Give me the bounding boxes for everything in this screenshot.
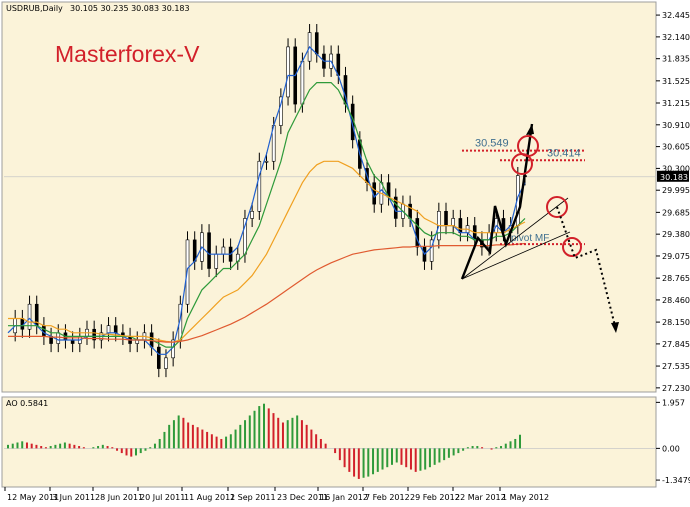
candle-body bbox=[92, 328, 96, 341]
trend-line-lower bbox=[461, 231, 571, 280]
price-axis-label: 27.230 bbox=[662, 384, 690, 393]
current-price-tag bbox=[657, 170, 689, 182]
time-axis-label: 23 Dec 2011 bbox=[277, 493, 328, 502]
time-axis-label: 7 Feb 2012 bbox=[365, 493, 410, 502]
candle-body bbox=[27, 303, 32, 330]
price-axis-label: 28.150 bbox=[662, 318, 690, 327]
ao-indicator-label: AO 0.5841 bbox=[6, 399, 48, 408]
price-axis-label: 28.765 bbox=[662, 274, 690, 283]
time-axis-label: 12 May 2011 bbox=[7, 493, 59, 502]
trend-line-upper bbox=[461, 197, 569, 280]
candle-body bbox=[164, 357, 168, 369]
price-axis-label: 31.215 bbox=[662, 99, 690, 108]
moving-average-line bbox=[8, 160, 526, 343]
brand-watermark: Masterforex-V bbox=[55, 41, 200, 67]
price-axis-label: 29.685 bbox=[662, 208, 690, 217]
forecast-path bbox=[556, 206, 617, 331]
moving-average-line bbox=[8, 242, 526, 343]
oscillator-panel bbox=[1, 396, 657, 488]
price-axis-label: 29.995 bbox=[662, 186, 690, 195]
candle-body bbox=[444, 210, 448, 226]
price-axis-label: 30.605 bbox=[662, 143, 690, 152]
price-axis-label: 29.380 bbox=[662, 230, 690, 239]
price-panel bbox=[1, 1, 657, 393]
candle-body bbox=[314, 32, 319, 55]
candle-body bbox=[300, 60, 305, 105]
time-axis-label: 11 Aug 2011 bbox=[184, 493, 235, 502]
time-axis-label: 16 Jan 2012 bbox=[320, 493, 368, 502]
candle-body bbox=[113, 325, 118, 334]
candle-body bbox=[264, 160, 269, 163]
candle-body bbox=[415, 218, 420, 248]
instrument-label: USDRUB,Daily bbox=[6, 4, 63, 13]
candle-body bbox=[250, 210, 254, 219]
time-axis-label: 1 May 2012 bbox=[502, 493, 549, 502]
candle-body bbox=[286, 46, 290, 98]
wave-arrowhead bbox=[526, 124, 534, 135]
pivot-level-label: pivot MF bbox=[511, 233, 549, 244]
price-axis-label: 27.845 bbox=[662, 340, 690, 349]
ohlc-readout: 30.105 30.235 30.083 30.183 bbox=[70, 4, 190, 13]
candle-body bbox=[221, 246, 226, 255]
time-axis-label: 2 Sep 2011 bbox=[230, 493, 276, 502]
ao-axis-label: 0.00 bbox=[662, 444, 680, 453]
wave-path bbox=[460, 123, 534, 280]
highlight-circle bbox=[562, 237, 582, 257]
current-price-label: 30.183 bbox=[660, 173, 688, 182]
candle-body bbox=[214, 253, 219, 269]
time-axis-label: 28 Jun 2011 bbox=[95, 493, 143, 502]
candle-body bbox=[458, 218, 463, 234]
price-axis-label: 27.535 bbox=[662, 362, 690, 371]
price-axis-label: 31.835 bbox=[662, 55, 690, 64]
candle-body bbox=[106, 325, 111, 334]
candle-body bbox=[156, 346, 161, 369]
time-axis-label: 29 Feb 2012 bbox=[410, 493, 460, 502]
candle-body bbox=[408, 203, 412, 219]
forecast-arrowhead bbox=[611, 322, 619, 333]
price-axis-label: 32.140 bbox=[662, 33, 690, 42]
ao-axis-label: -1.3479 bbox=[662, 476, 690, 485]
price-axis-label: 28.460 bbox=[662, 296, 690, 305]
price-axis-label: 29.075 bbox=[662, 252, 690, 261]
candle-body bbox=[279, 96, 283, 126]
time-axis-label: 20 Jul 2011 bbox=[140, 493, 185, 502]
price-axis-label: 30.300 bbox=[662, 164, 690, 173]
candle-body bbox=[207, 232, 211, 269]
candle-body bbox=[451, 218, 455, 226]
moving-average-line bbox=[8, 81, 526, 348]
ao-axis-label: 1.957 bbox=[662, 398, 685, 407]
resistance-level-label: 30.414 bbox=[547, 147, 581, 159]
candle-body bbox=[257, 160, 262, 212]
highlight-circle bbox=[546, 196, 568, 218]
price-axis-label: 31.525 bbox=[662, 77, 690, 86]
resistance-level-label: 30.549 bbox=[475, 138, 509, 150]
candle-body bbox=[56, 332, 61, 344]
time-axis-label: 22 Mar 2012 bbox=[455, 493, 506, 502]
candle-body bbox=[429, 239, 434, 262]
price-axis-label: 30.910 bbox=[662, 121, 690, 130]
price-axis-label: 32.445 bbox=[662, 11, 690, 20]
highlight-circle bbox=[511, 153, 533, 175]
time-axis-label: 3 Jun 2011 bbox=[52, 493, 95, 502]
